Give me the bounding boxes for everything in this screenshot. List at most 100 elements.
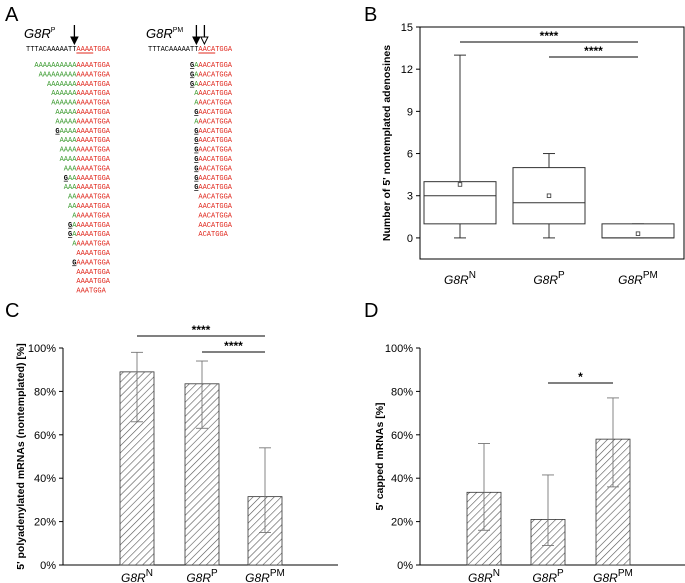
read-templated: AAAATGGA	[76, 250, 110, 258]
read-templated: AACATGGA	[198, 62, 232, 70]
read-templated: AACATGGA	[198, 100, 232, 108]
read-nontemplated: AAA	[64, 165, 77, 173]
read-templated: AACATGGA	[198, 128, 232, 136]
panel-label-b: B	[364, 4, 377, 26]
significance-label: ****	[540, 29, 559, 43]
reference-sequence: TTTACAAAAATTAAAATGGA	[26, 46, 111, 54]
cleavage-arrow-filled	[192, 36, 201, 46]
reference-prefix: TTTACAAAAATT	[26, 46, 76, 54]
read-sequence: GAACATGGA	[194, 184, 233, 192]
read-nontemplated: A	[72, 241, 77, 249]
read-nontemplated: AAAA	[60, 147, 78, 155]
read-templated: AACATGGA	[198, 147, 232, 155]
read-mutation: G	[190, 62, 194, 70]
read-nontemplated: AAA	[64, 184, 77, 192]
read-templated: AAAATGGA	[76, 156, 110, 164]
column-title-sup: PM	[173, 27, 184, 34]
read-sequence: GAAACATGGA	[190, 62, 233, 70]
read-templated: AACATGGA	[198, 118, 232, 126]
read-sequence: AAAAAAAATGGA	[60, 137, 111, 145]
read-templated: AACATGGA	[198, 194, 232, 202]
panel-label-d: D	[364, 300, 378, 322]
y-tick-label: 40%	[34, 473, 56, 485]
category-sup: PM	[618, 568, 633, 579]
category-main: G8R	[186, 571, 211, 583]
read-sequence: AAAAAAAAAAATGGA	[47, 81, 111, 89]
read-sequence: AAAAAATGGA	[68, 194, 111, 202]
x-category-label: G8RN	[121, 568, 153, 583]
category-sup: N	[493, 568, 500, 579]
read-sequence: AAAAAAAAATGGA	[55, 118, 110, 126]
x-category-label: G8RPM	[618, 270, 658, 287]
read-nontemplated: A	[194, 71, 199, 79]
read-sequence: AAACATGGA	[194, 118, 233, 126]
read-sequence: GAAAAAATGGA	[64, 175, 111, 183]
column-title-sup: P	[51, 27, 56, 34]
read-templated: AAAATGGA	[76, 203, 110, 211]
read-templated: AACATGGA	[198, 71, 232, 79]
column-title: G8RPM	[146, 26, 183, 41]
plot-frame	[419, 26, 685, 260]
category-sup: P	[557, 568, 564, 579]
read-sequence: AACATGGA	[198, 212, 232, 220]
read-nontemplated: A	[194, 62, 199, 70]
read-templated: AACATGGA	[198, 90, 232, 98]
read-mutation: G	[194, 184, 198, 192]
read-templated: AAAATGGA	[76, 194, 110, 202]
read-nontemplated: A	[72, 231, 77, 239]
y-tick-label: 0	[407, 233, 413, 245]
read-sequence: GAACATGGA	[194, 128, 233, 136]
box	[423, 181, 497, 225]
read-templated: AACATGGA	[198, 222, 232, 230]
read-mutation: G	[190, 81, 194, 89]
read-nontemplated: AAAAAA	[51, 100, 77, 108]
y-axis-label: 5' capped mRNAs [%]	[374, 402, 386, 510]
read-nontemplated: AA	[68, 194, 77, 202]
read-mutation: G	[68, 222, 72, 230]
read-sequence: AAATGGA	[76, 288, 106, 296]
read-sequence: GAACATGGA	[194, 109, 233, 117]
category-sup: N	[146, 568, 153, 579]
read-mutation: G	[194, 137, 198, 145]
read-sequence: AACATGGA	[198, 222, 232, 230]
y-tick-label: 100%	[385, 343, 413, 355]
read-sequence: AAAAAAAAAATGGA	[51, 100, 111, 108]
significance-label: ****	[224, 339, 243, 353]
read-templated: ACATGGA	[198, 231, 228, 239]
read-mutation: G	[194, 165, 198, 173]
significance-label: ****	[192, 323, 211, 337]
x-category-label: G8RN	[444, 270, 476, 287]
read-nontemplated: AAAA	[60, 137, 78, 145]
y-axis-label: 5' polyadenylated mRNAs (nontemplated) […	[15, 343, 27, 570]
reference-suffix: AACATGGA	[198, 46, 232, 54]
read-templated: AACATGGA	[198, 184, 232, 192]
read-sequence: AACATGGA	[198, 194, 232, 202]
read-sequence: GAAAAATGGA	[68, 231, 111, 239]
y-tick-label: 80%	[34, 386, 56, 398]
read-templated: AACATGGA	[198, 175, 232, 183]
read-templated: AACATGGA	[198, 212, 232, 220]
read-sequence: AAAAAAATGGA	[64, 184, 111, 192]
read-nontemplated: A	[194, 81, 199, 89]
read-sequence: GAACATGGA	[194, 156, 233, 164]
significance-label: *	[578, 370, 583, 384]
read-nontemplated: AAAAA	[55, 109, 77, 117]
x-category-label: G8RP	[533, 270, 565, 287]
read-nontemplated: AAAAAAAAA	[39, 71, 78, 79]
read-templated: AAAATGGA	[76, 269, 110, 277]
box-plot-b: 0 3 6 9 12 15 Number of 5' nontemplated adenos…	[381, 22, 685, 287]
read-nontemplated: AAAA	[60, 128, 78, 136]
read-templated: AAAATGGA	[76, 175, 110, 183]
read-templated: AAAATGGA	[76, 222, 110, 230]
read-mutation: G	[190, 71, 194, 79]
mean-marker	[546, 193, 552, 198]
cleavage-arrow-filled	[70, 36, 79, 46]
mean-marker	[457, 182, 463, 187]
read-sequence: AAACATGGA	[194, 100, 233, 108]
read-mutation: G	[68, 231, 72, 239]
read-sequence: GAAAATGGA	[72, 259, 111, 267]
read-nontemplated: AA	[68, 203, 77, 211]
read-sequence: GAACATGGA	[194, 165, 233, 173]
read-sequence: AAAAATGGA	[72, 212, 111, 220]
